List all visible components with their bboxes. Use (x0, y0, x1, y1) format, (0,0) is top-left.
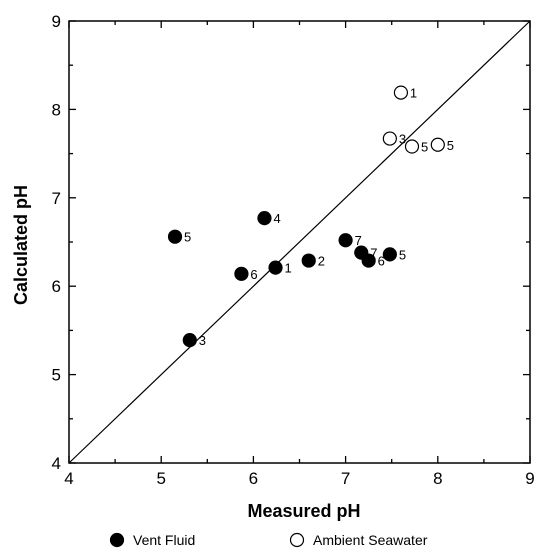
vent-fluid-point (257, 211, 272, 226)
x-tick-label: 5 (156, 469, 165, 488)
point-label: 5 (399, 247, 406, 262)
vent-fluid-point (338, 233, 353, 248)
legend-marker-vent-fluid (109, 532, 125, 548)
vent-fluid-point (167, 229, 183, 244)
x-tick-label: 7 (341, 469, 350, 488)
y-tick-label: 8 (52, 100, 61, 119)
point-label: 6 (250, 267, 257, 282)
x-tick-label: 9 (525, 469, 534, 488)
point-label: 7 (370, 246, 377, 261)
point-label: 2 (318, 254, 325, 269)
vent-fluid-point (182, 333, 197, 348)
point-label: 3 (199, 333, 206, 348)
vent-fluid-point (268, 260, 283, 275)
point-label: 4 (273, 211, 280, 226)
legend-label: Vent Fluid (133, 532, 195, 548)
ambient-seawater-point (430, 137, 445, 152)
y-tick-label: 7 (52, 189, 61, 208)
y-tick-label: 5 (52, 366, 61, 385)
point-label: 1 (410, 86, 417, 101)
y-tick-label: 6 (52, 277, 61, 296)
one-to-one-line (68, 20, 531, 464)
vent-fluid-point (382, 247, 397, 262)
point-label: 3 (399, 132, 406, 147)
x-tick-label: 6 (249, 469, 258, 488)
y-axis-title: Calculated pH (11, 185, 31, 305)
point-label: 5 (421, 140, 428, 155)
legend-marker-ambient-seawater (289, 532, 305, 548)
x-tick-label: 4 (64, 469, 73, 488)
x-tick-label: 8 (433, 469, 442, 488)
point-label: 7 (355, 233, 362, 248)
y-tick-label: 9 (52, 12, 61, 31)
legend-label: Ambient Seawater (313, 532, 428, 548)
ambient-seawater-point (393, 85, 409, 100)
ambient-seawater-point (404, 139, 420, 154)
y-tick-label: 4 (52, 454, 61, 473)
vent-fluid-point (234, 266, 249, 281)
vent-fluid-point (361, 253, 376, 268)
ambient-seawater-point (382, 131, 397, 146)
point-label: 5 (184, 230, 191, 245)
legend: Vent Fluid Ambient Seawater (109, 532, 428, 548)
vent-fluid-point (301, 253, 316, 268)
point-label: 1 (285, 261, 292, 276)
point-label: 5 (447, 138, 454, 153)
x-axis-title: Measured pH (247, 501, 360, 521)
point-label: 6 (378, 254, 385, 269)
